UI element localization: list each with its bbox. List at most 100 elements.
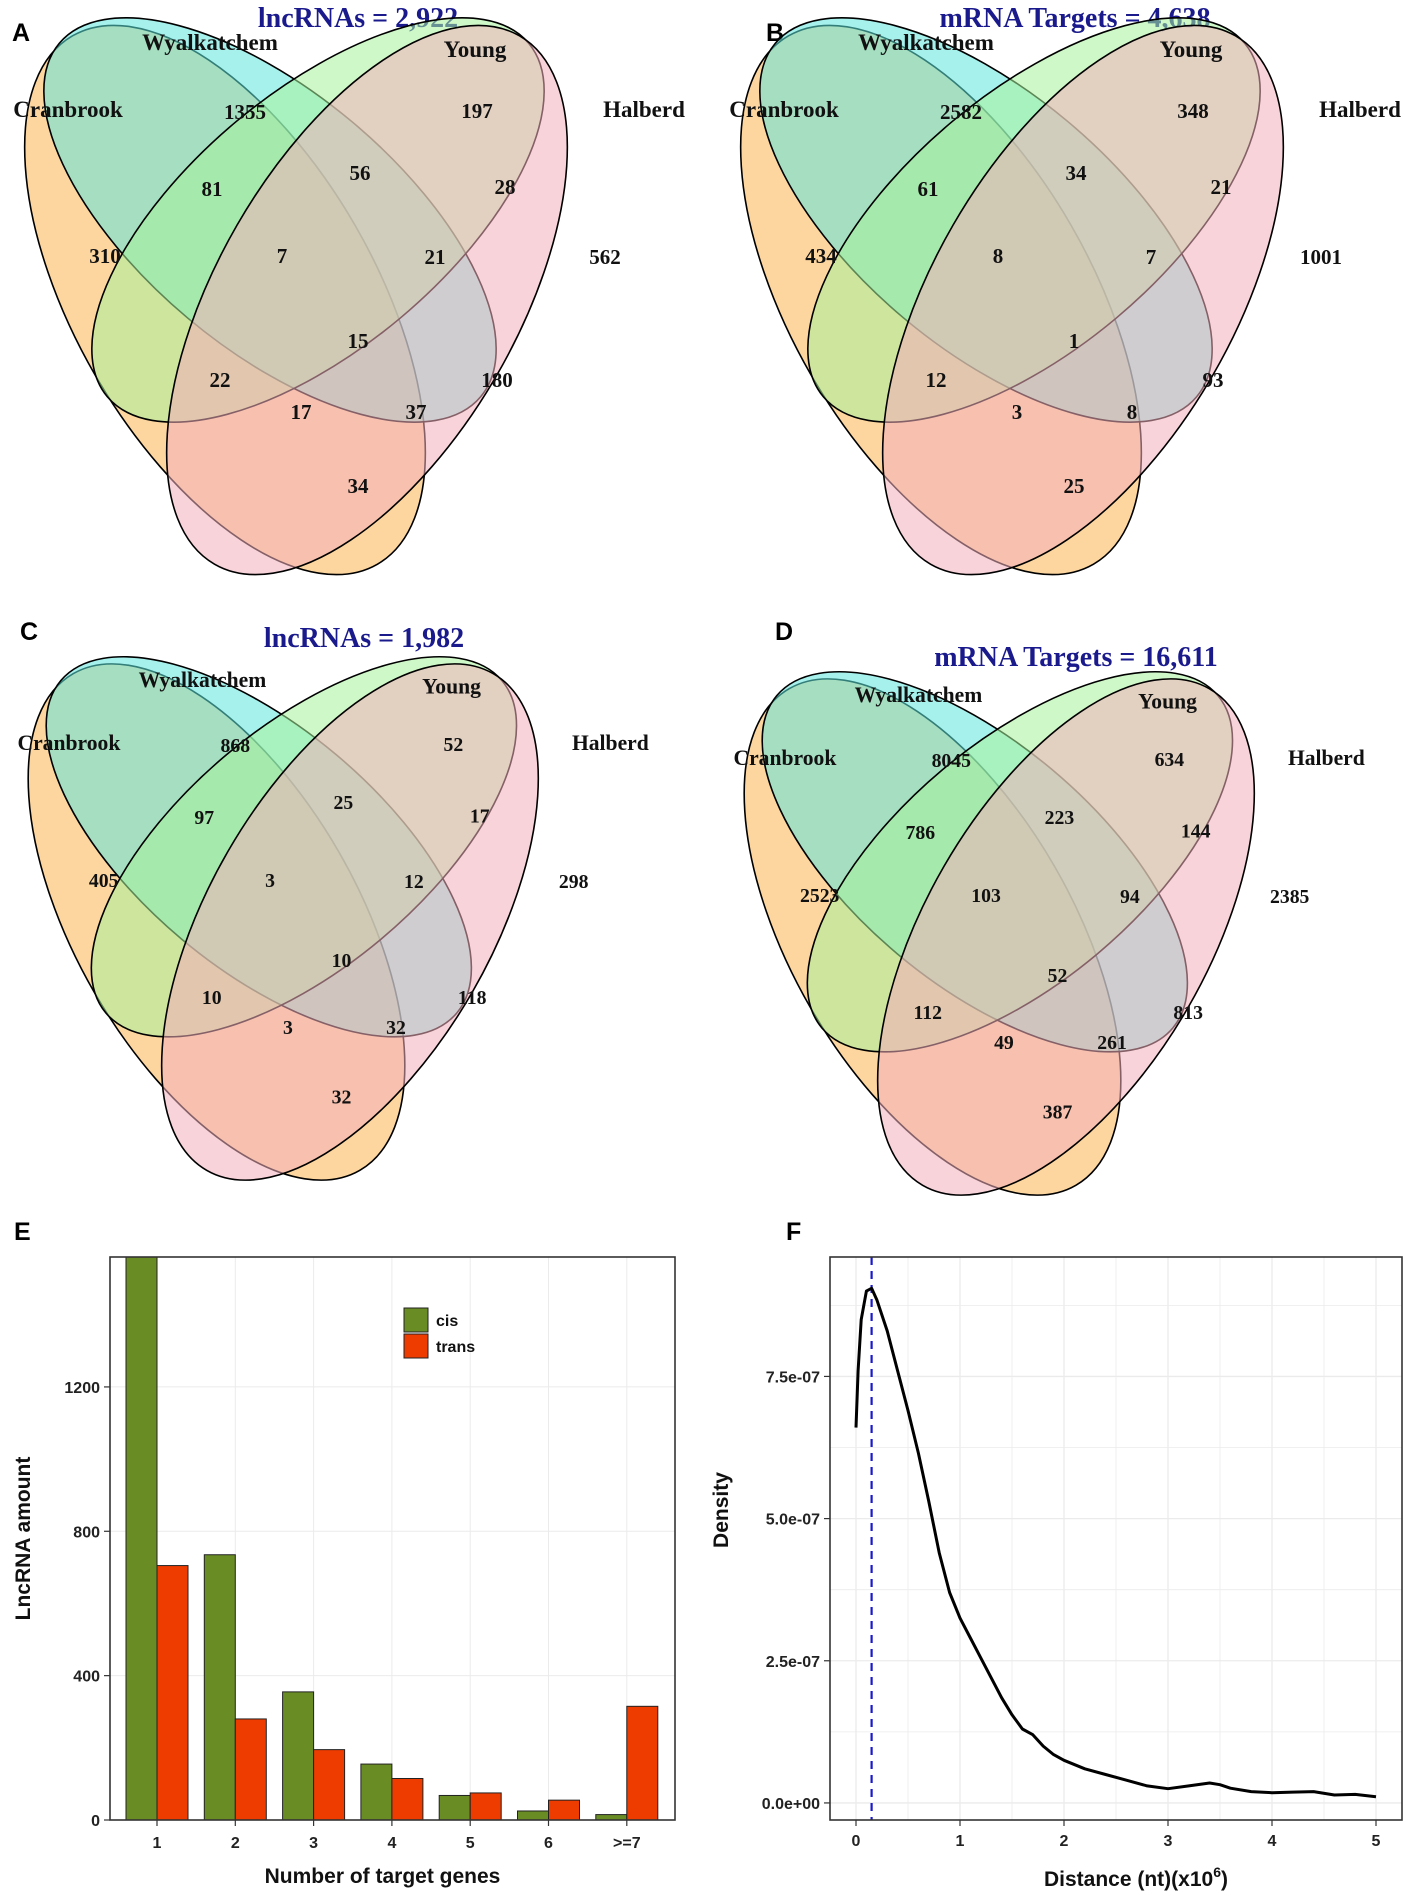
- x-tick-label: 2: [231, 1835, 240, 1852]
- region-count-cwyh: 52: [1048, 965, 1068, 987]
- set-label-wyalkatchem: Wyalkatchem: [139, 668, 267, 692]
- venn-title-d: mRNA Targets = 16,611: [934, 642, 1218, 673]
- region-count-wh: 93: [1203, 368, 1224, 392]
- region-count-w: 2582: [940, 100, 982, 124]
- venn-diagram-c: lncRNAs = 1,982 Cranbrook Wyalkatchem Young…: [17, 623, 649, 1181]
- region-count-y: 634: [1155, 749, 1185, 771]
- x-tick-label: 5: [466, 1835, 475, 1852]
- region-count-ch: 32: [332, 1086, 352, 1108]
- set-label-halberd: Halberd: [1319, 97, 1401, 122]
- region-count-h: 1001: [1300, 245, 1342, 269]
- region-count-cwh: 8: [1127, 400, 1138, 424]
- region-count-cy: 22: [210, 368, 231, 392]
- legend-swatch-cis: [403, 1307, 429, 1333]
- region-count-cwy: 8: [993, 244, 1004, 268]
- region-count-wh: 118: [458, 987, 487, 1009]
- x-tick-label: 2: [1060, 1833, 1069, 1850]
- region-count-wyh: 7: [1146, 245, 1157, 269]
- panel-letter-c: C: [20, 618, 38, 646]
- venn-title-c: lncRNAs = 1,982: [264, 623, 464, 654]
- set-label-cranbrook: Cranbrook: [13, 97, 123, 122]
- density-curve: [854, 1286, 1377, 1799]
- density-chart-f: 0 1 2 3 4 5 0.0e+00 2.5e-07 5.0e-07 7.5e-07 Distan…: [710, 1256, 1403, 1891]
- y-tick-label: 1200: [64, 1380, 100, 1397]
- y-tick-label: 7.5e-07: [766, 1369, 820, 1386]
- region-count-w: 868: [220, 735, 250, 757]
- region-count-yh: 17: [470, 805, 490, 827]
- region-count-wyh: 12: [404, 871, 424, 893]
- plot-frame-e: [109, 1256, 676, 1821]
- region-count-yh: 28: [495, 175, 516, 199]
- y-tick-label: 5.0e-07: [766, 1512, 820, 1529]
- bar-trans: [156, 1565, 189, 1821]
- legend-label-cis: cis: [436, 1313, 458, 1330]
- panel-letter-d: D: [775, 618, 793, 646]
- x-axis-label-e: Number of target genes: [265, 1865, 501, 1888]
- bar-chart-e: 1 2 3 4 5 6 >=7 0 400 800 1200 Number of target gen…: [12, 1256, 676, 1888]
- region-count-w: 8045: [932, 750, 972, 772]
- region-count-wy: 25: [334, 792, 354, 814]
- region-count-cyh: 3: [1012, 400, 1023, 424]
- set-label-cranbrook: Cranbrook: [17, 731, 120, 755]
- region-count-c: 310: [89, 244, 121, 268]
- set-label-wyalkatchem: Wyalkatchem: [142, 30, 278, 55]
- plot-frame-f: [829, 1256, 1403, 1821]
- set-label-halberd: Halberd: [572, 731, 649, 755]
- x-tick-label: 5: [1372, 1833, 1381, 1850]
- region-count-wh: 180: [481, 368, 513, 392]
- set-label-halberd: Halberd: [603, 97, 685, 122]
- region-count-cwyh: 10: [332, 950, 352, 972]
- region-count-cwy: 103: [971, 885, 1001, 907]
- legend-swatch-trans: [403, 1333, 429, 1359]
- x-tick-label: 1: [956, 1833, 965, 1850]
- set-label-halberd: Halberd: [1288, 746, 1365, 770]
- region-count-cwyh: 15: [348, 329, 369, 353]
- region-count-cw: 81: [202, 177, 223, 201]
- x-axis-label-main: Distance (nt)(x10: [1044, 1868, 1213, 1891]
- region-count-yh: 21: [1211, 175, 1232, 199]
- x-tick-label: 3: [1164, 1833, 1173, 1850]
- y-axis-label-f: Density: [710, 1472, 733, 1548]
- region-count-cwh: 32: [386, 1017, 406, 1039]
- legend-label-trans: trans: [436, 1339, 475, 1356]
- x-tick-label: 6: [544, 1835, 553, 1852]
- bar-cis: [125, 1256, 158, 1821]
- panel-letter-f: F: [786, 1218, 801, 1246]
- region-count-h: 2385: [1270, 886, 1310, 908]
- region-count-cyh: 3: [283, 1017, 293, 1039]
- venn-body-c: Cranbrook Wyalkatchem Young Halberd 405 868 52…: [17, 655, 649, 1181]
- x-tick-label: >=7: [613, 1835, 641, 1852]
- set-label-cranbrook: Cranbrook: [733, 746, 836, 770]
- region-count-cw: 61: [918, 177, 939, 201]
- bar-trans: [626, 1705, 659, 1821]
- bar-cis: [360, 1763, 393, 1821]
- region-count-cy: 112: [914, 1002, 943, 1024]
- venn-set-halberd: [876, 678, 1256, 1196]
- set-label-young: Young: [1138, 690, 1197, 714]
- set-label-young: Young: [1160, 37, 1223, 62]
- panel-letter-a: A: [12, 19, 30, 47]
- bar-trans: [313, 1749, 346, 1821]
- region-count-cw: 97: [194, 807, 214, 829]
- bar-trans: [469, 1792, 502, 1821]
- venn-body-a: Cranbrook Wyalkatchem Young Halberd 310 1355 1…: [13, 17, 685, 576]
- region-count-cwh: 37: [406, 400, 427, 424]
- region-count-wy: 56: [350, 161, 371, 185]
- region-count-c: 434: [805, 244, 837, 268]
- venn-body-d: Cranbrook Wyalkatchem Young Halberd 2523 8045…: [733, 670, 1365, 1196]
- bar-cis: [595, 1814, 628, 1821]
- venn-diagram-b: mRNA Targets = 4,638CranbrookWyalkatchem…: [729, 3, 1401, 576]
- y-tick-label: 400: [73, 1669, 100, 1686]
- x-axis-label-f: Distance (nt)(x106): [1044, 1864, 1228, 1891]
- region-count-cwyh: 1: [1069, 329, 1080, 353]
- region-count-cyh: 49: [994, 1032, 1014, 1054]
- region-count-yh: 144: [1181, 820, 1211, 842]
- bar-cis: [438, 1794, 471, 1821]
- y-tick-label: 0: [91, 1813, 100, 1830]
- venn-set-halberd: [165, 24, 569, 576]
- region-count-c: 405: [89, 870, 119, 892]
- y-tick-label: 800: [73, 1524, 100, 1541]
- region-count-cwy: 3: [265, 870, 275, 892]
- bar-trans: [548, 1799, 580, 1821]
